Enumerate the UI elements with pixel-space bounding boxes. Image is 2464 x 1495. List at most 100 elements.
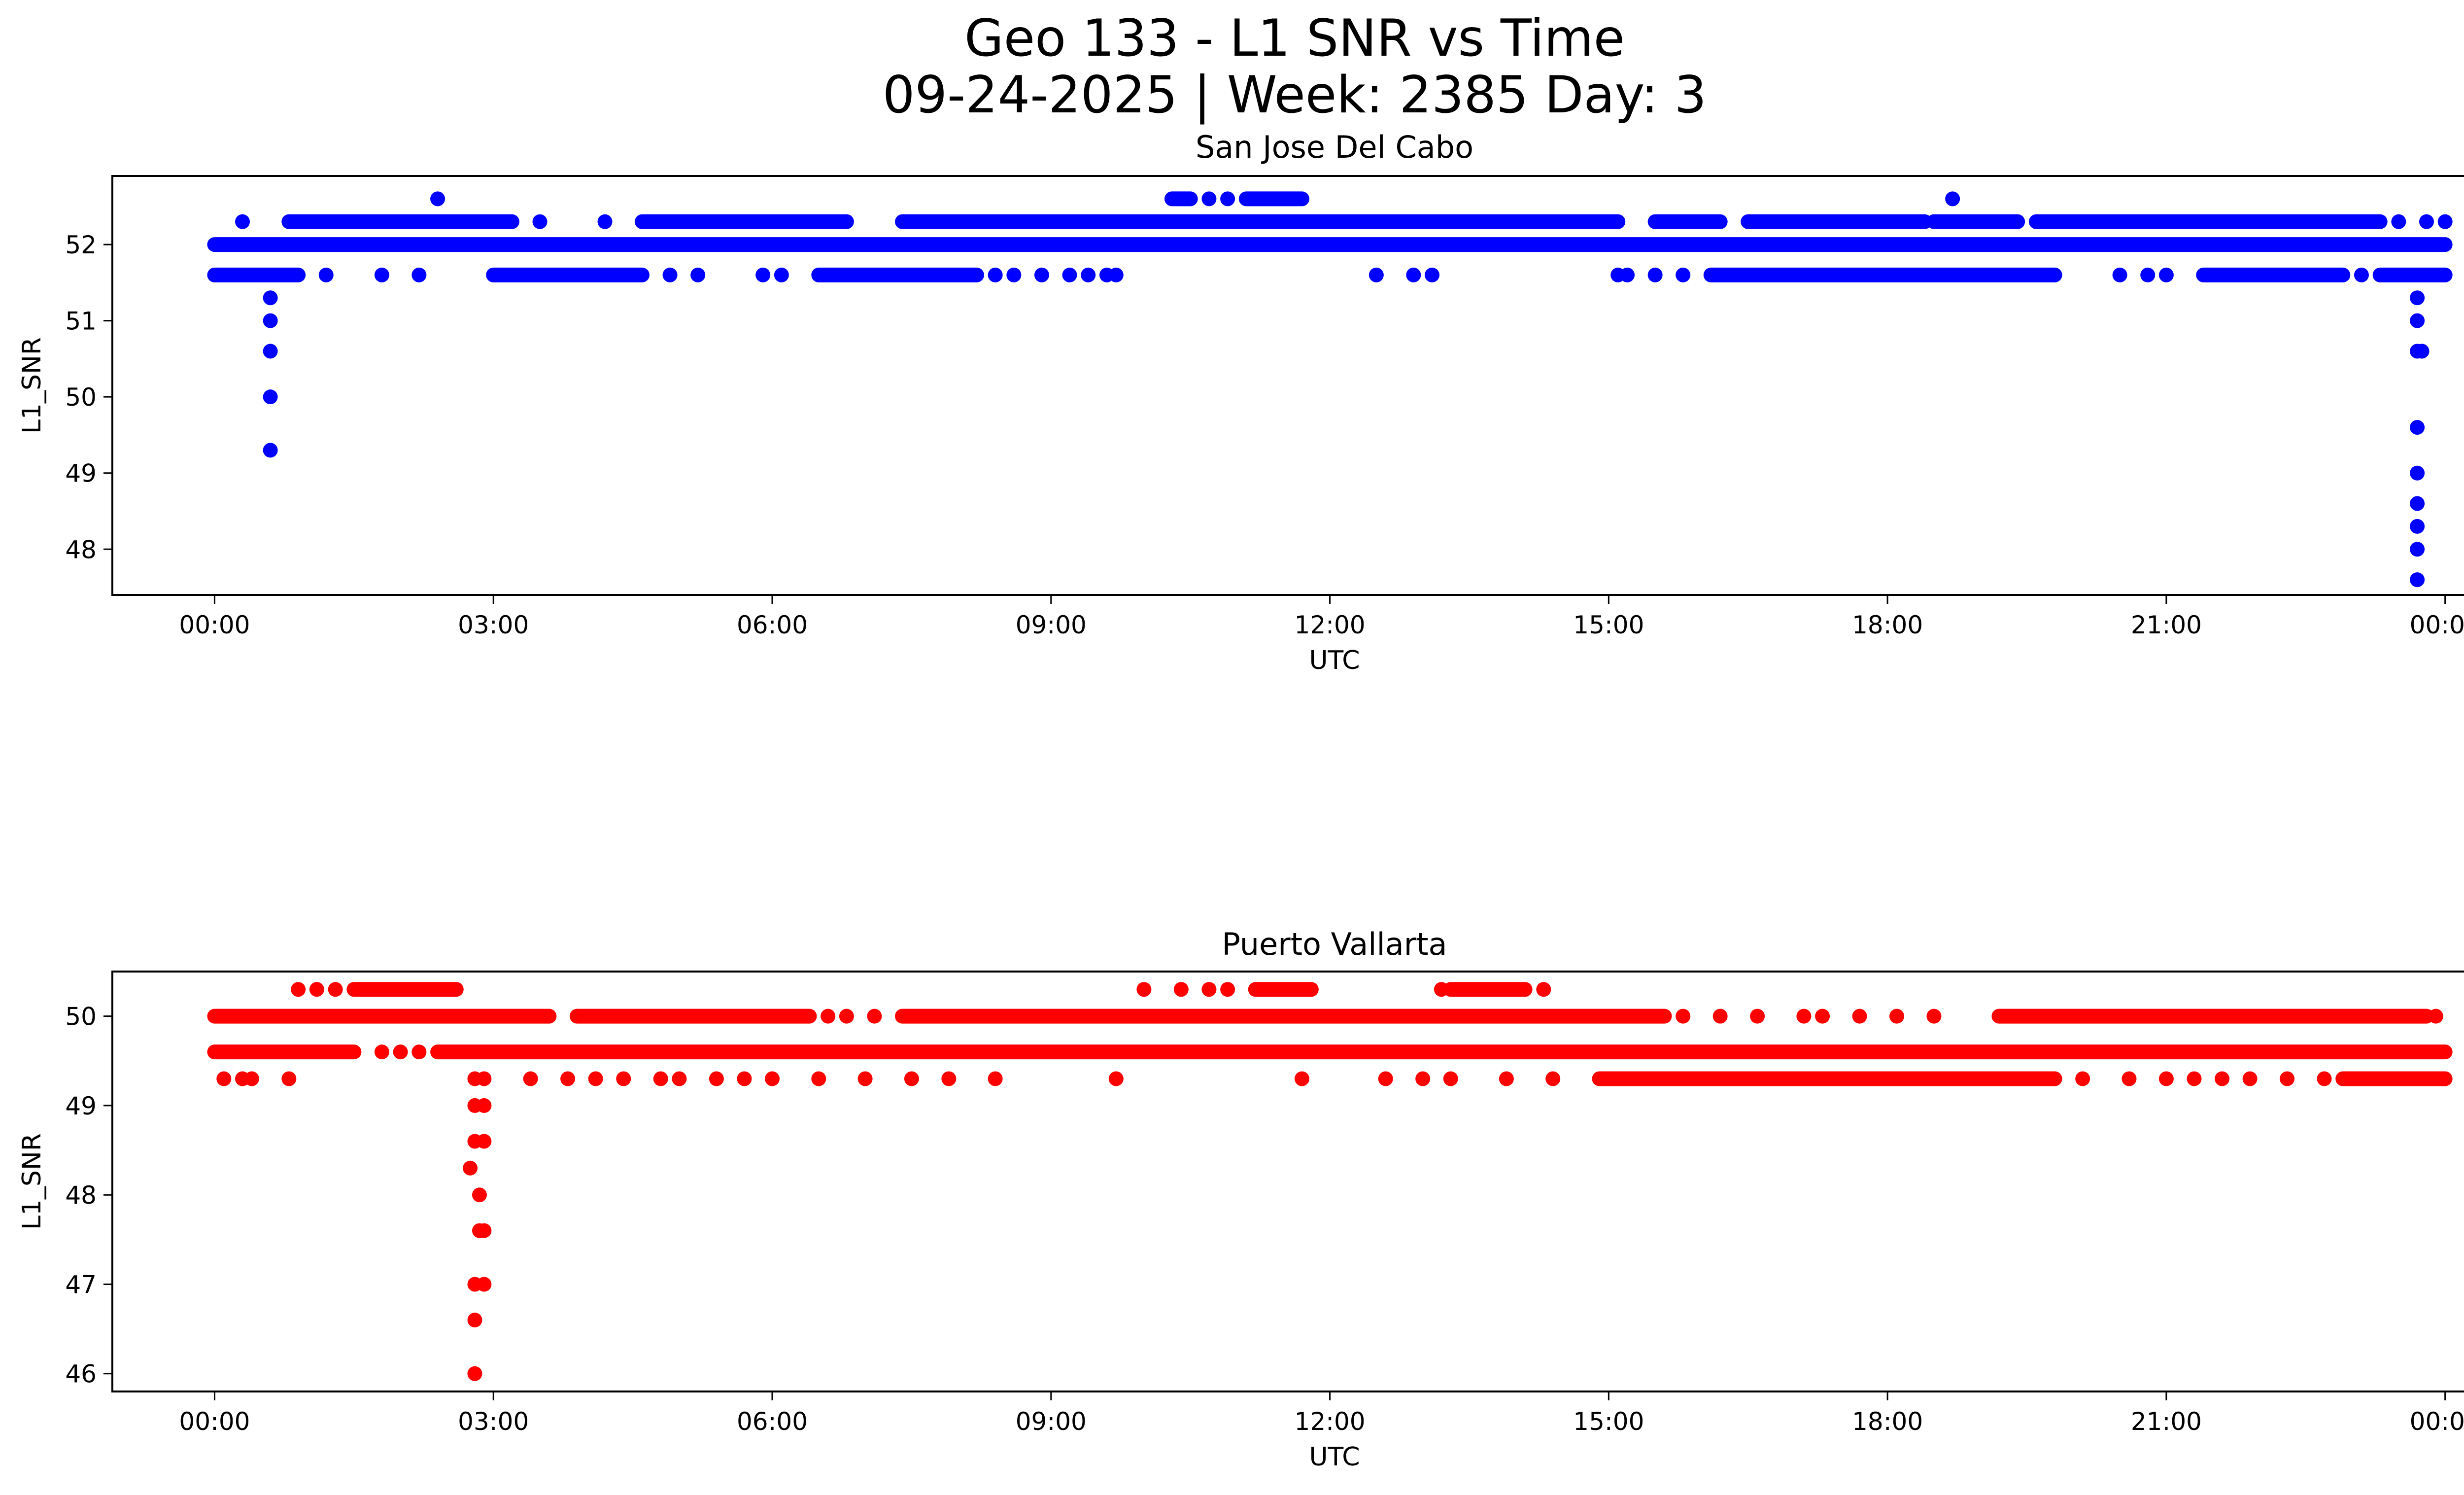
data-point <box>235 214 250 229</box>
data-point <box>2410 519 2425 534</box>
panel-puerto-vallarta: Puerto Vallarta 00:00 03:00 06:00 09:00 12:00… <box>17 926 2464 1472</box>
data-point <box>1889 1008 1904 1024</box>
data-point <box>662 267 678 282</box>
data-point <box>2410 496 2425 511</box>
y-tick-label: 47 <box>65 1270 97 1299</box>
y-tick-label: 51 <box>65 307 97 336</box>
data-point <box>477 1223 492 1238</box>
data-point <box>393 1044 408 1060</box>
y-tick-label: 50 <box>65 1003 97 1031</box>
data-point <box>2414 344 2430 359</box>
data-point <box>263 389 278 405</box>
x-tick-label: 03:00 <box>458 1407 529 1436</box>
data-point <box>2437 214 2453 229</box>
x-axis-label: UTC <box>1309 1442 1360 1472</box>
x-tick-label: 15:00 <box>1573 1407 1644 1436</box>
x-tick-label: 12:00 <box>1295 1407 1366 1436</box>
data-point <box>988 267 1003 282</box>
data-point <box>411 267 427 282</box>
y-tick-label: 48 <box>65 535 97 564</box>
data-point <box>811 1071 826 1086</box>
data-point <box>1006 267 1022 282</box>
data-point <box>597 214 613 229</box>
data-point <box>904 1071 919 1086</box>
data-point <box>588 1071 603 1086</box>
data-point <box>2317 1071 2332 1086</box>
data-point <box>1536 982 1551 997</box>
data-point <box>477 1134 492 1149</box>
x-tick-label: 00:00 <box>179 1407 250 1436</box>
data-point <box>755 267 771 282</box>
data-point <box>374 267 389 282</box>
panel-san-jose-del-cabo: San Jose Del Cabo 00:00 03:00 06:00 09:00 12:… <box>17 129 2464 675</box>
data-point <box>1081 267 1096 282</box>
x-tick-label: 12:00 <box>1295 611 1366 639</box>
data-point <box>532 214 548 229</box>
x-tick-label: 00:00 <box>179 611 250 639</box>
y-tick-label: 50 <box>65 383 97 412</box>
data-point <box>2410 290 2425 306</box>
data-point <box>653 1071 668 1086</box>
data-point <box>672 1071 687 1086</box>
data-point <box>1378 1071 1393 1086</box>
x-tick-label: 18:00 <box>1852 1407 1923 1436</box>
data-point <box>1712 1008 1728 1024</box>
x-tick-label: 00:00 <box>2410 1407 2464 1436</box>
x-tick-label: 21:00 <box>2131 1407 2202 1436</box>
data-point <box>244 1071 259 1086</box>
data-point <box>523 1071 538 1086</box>
data-point <box>477 1277 492 1292</box>
data-point <box>1815 1008 1830 1024</box>
data-point <box>1406 267 1421 282</box>
data-point <box>467 1312 482 1327</box>
data-point <box>2419 214 2434 229</box>
data-point <box>1545 1071 1561 1086</box>
data-point <box>2158 267 2174 282</box>
x-tick-label: 18:00 <box>1852 611 1923 639</box>
data-point <box>1434 982 1449 997</box>
data-point <box>1647 267 1663 282</box>
data-point <box>463 1160 478 1176</box>
data-point <box>2354 267 2369 282</box>
data-point <box>374 1044 389 1060</box>
data-point <box>1676 267 1691 282</box>
data-point <box>2410 465 2425 481</box>
data-point <box>2122 1071 2137 1086</box>
data-point <box>430 191 445 207</box>
data-point <box>2391 214 2406 229</box>
x-tick-label: 06:00 <box>737 1407 808 1436</box>
plot-area-frame <box>111 175 2464 596</box>
data-point <box>2075 1071 2090 1086</box>
data-point <box>477 1071 492 1086</box>
data-point <box>1369 267 1384 282</box>
data-point <box>2242 1071 2258 1086</box>
data-point <box>941 1071 957 1086</box>
x-tick-label: 09:00 <box>1016 1407 1087 1436</box>
data-point <box>263 313 278 328</box>
figure-title-line1: Geo 133 - L1 SNR vs Time <box>964 9 1625 68</box>
data-point <box>2410 313 2425 328</box>
data-point <box>839 1008 854 1024</box>
data-point <box>616 1071 631 1086</box>
x-tick-label: 09:00 <box>1016 611 1087 639</box>
data-point <box>1676 1008 1691 1024</box>
data-point <box>411 1044 427 1060</box>
data-point <box>821 1008 836 1024</box>
x-axis-label: UTC <box>1309 646 1360 675</box>
data-point <box>1220 982 1235 997</box>
data-point <box>2410 542 2425 557</box>
data-point <box>1425 267 1440 282</box>
data-point <box>1750 1008 1765 1024</box>
data-point <box>309 982 324 997</box>
data-point <box>467 1366 482 1381</box>
data-point <box>291 982 306 997</box>
data-point <box>2215 1071 2230 1086</box>
data-point <box>318 267 334 282</box>
data-point <box>2280 1071 2295 1086</box>
y-tick-label: 49 <box>65 1092 97 1120</box>
data-point <box>1173 982 1189 997</box>
data-point <box>281 1071 297 1086</box>
data-point <box>1201 982 1217 997</box>
figure-title-line2: 09-24-2025 | Week: 2385 Day: 3 <box>883 66 1707 125</box>
data-point <box>1796 1008 1812 1024</box>
